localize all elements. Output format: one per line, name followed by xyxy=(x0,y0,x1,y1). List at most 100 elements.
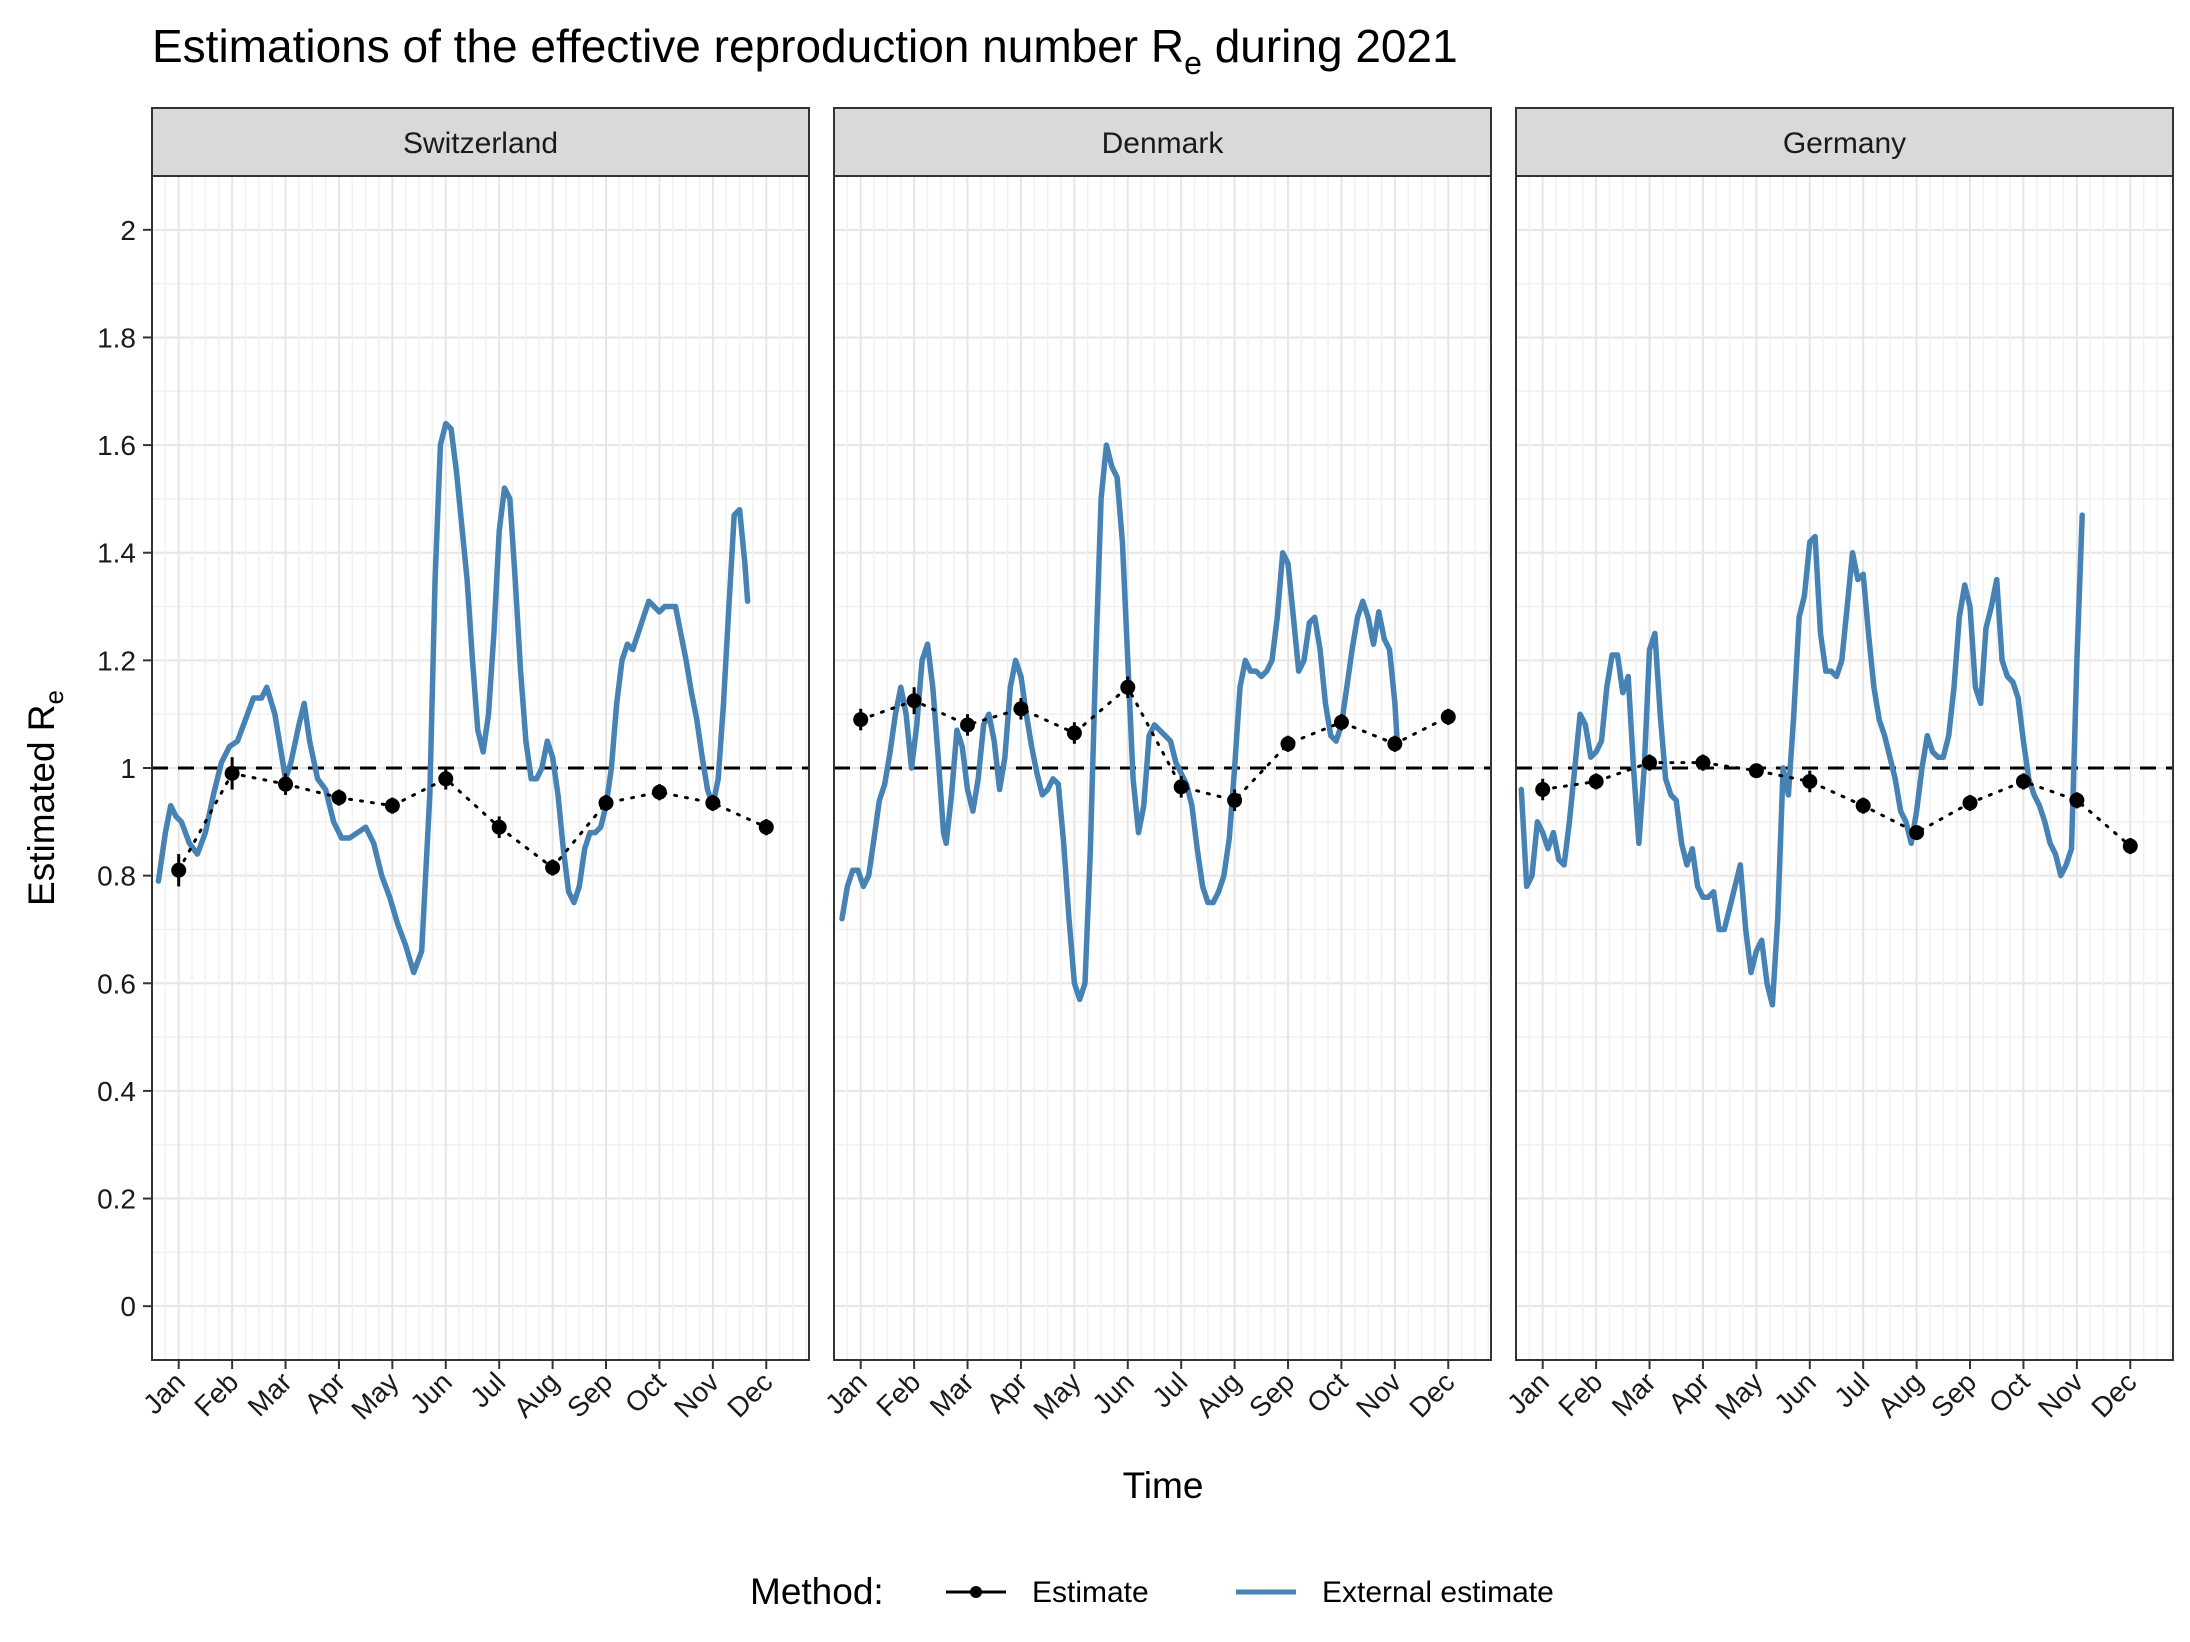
estimate-point xyxy=(1066,725,1082,741)
estimate-point xyxy=(1909,825,1925,841)
estimate-point xyxy=(224,765,240,781)
estimate-point xyxy=(545,860,561,876)
x-tick-label: May xyxy=(1027,1366,1086,1425)
series-estimate-line xyxy=(1541,761,2132,848)
estimate-point xyxy=(171,862,187,878)
x-tick-label: Nov xyxy=(2032,1366,2089,1423)
x-tick-label: Apr xyxy=(298,1366,351,1419)
x-tick-label: Mar xyxy=(924,1366,980,1422)
x-tick-label: Oct xyxy=(1301,1366,1354,1419)
x-tick-label: Apr xyxy=(1662,1366,1715,1419)
x-tick-label: Jul xyxy=(464,1366,511,1413)
x-tick-label: May xyxy=(1709,1366,1768,1425)
x-tick-label: Jun xyxy=(1086,1366,1140,1420)
estimate-point xyxy=(960,717,976,733)
legend: Method: Estimate External estimate xyxy=(750,1571,1554,1612)
estimate-point xyxy=(1387,736,1403,752)
x-tick-label: Jul xyxy=(1828,1366,1875,1413)
facet-strip-label: Denmark xyxy=(1102,127,1225,160)
estimate-point xyxy=(2122,838,2138,854)
estimate-point xyxy=(853,712,869,728)
x-tick-label: Nov xyxy=(668,1366,725,1423)
legend-label-external: External estimate xyxy=(1322,1576,1554,1609)
x-tick-label: Sep xyxy=(561,1366,618,1423)
estimate-point xyxy=(1120,679,1136,695)
y-tick-label: 1.4 xyxy=(97,538,136,569)
x-tick-label: Dec xyxy=(2085,1366,2142,1423)
x-tick-label: Oct xyxy=(1983,1366,2036,1419)
estimate-point xyxy=(1173,779,1189,795)
estimate-point xyxy=(906,693,922,709)
y-tick-label: 2 xyxy=(120,215,136,246)
y-tick-label: 1.6 xyxy=(97,430,136,461)
estimate-point xyxy=(1748,763,1764,779)
facet-strip xyxy=(833,107,1492,177)
y-axis-title: Estimated Re xyxy=(21,690,69,906)
x-tick-label: Jun xyxy=(1768,1366,1822,1420)
x-axis-title: Time xyxy=(1123,1465,1204,1506)
y-tick-label: 1.2 xyxy=(97,645,136,676)
x-tick-label: Feb xyxy=(870,1366,926,1422)
estimate-point xyxy=(1695,755,1711,771)
x-tick-label: Sep xyxy=(1243,1366,1300,1423)
estimate-point xyxy=(1227,792,1243,808)
estimate-point xyxy=(491,819,507,835)
x-tick-label: Jul xyxy=(1146,1366,1193,1413)
facet-strip-label: Switzerland xyxy=(403,127,558,160)
facet-strip xyxy=(1515,107,2174,177)
x-tick-label: Apr xyxy=(980,1366,1033,1419)
series-external-estimate-line xyxy=(839,442,1401,1003)
estimate-point xyxy=(1642,755,1658,771)
estimate-point xyxy=(1588,773,1604,789)
y-tick-label: 0 xyxy=(120,1291,136,1322)
estimate-point xyxy=(598,795,614,811)
x-tick-label: Aug xyxy=(1872,1366,1929,1423)
estimate-point xyxy=(1013,701,1029,717)
estimate-point xyxy=(758,819,774,835)
legend-title: Method: xyxy=(750,1571,884,1612)
facet-strip xyxy=(151,107,810,177)
estimate-point xyxy=(278,776,294,792)
x-tick-label: Feb xyxy=(188,1366,244,1422)
x-tick-label: Mar xyxy=(1606,1366,1662,1422)
estimate-point xyxy=(1962,795,1978,811)
y-tick-label: 0.6 xyxy=(97,968,136,999)
x-tick-label: Dec xyxy=(721,1366,778,1423)
x-tick-label: Jan xyxy=(819,1366,873,1420)
x-tick-label: Jan xyxy=(1501,1366,1555,1420)
estimate-point xyxy=(1440,709,1456,725)
x-tick-label: Dec xyxy=(1403,1366,1460,1423)
estimate-point xyxy=(1333,714,1349,730)
series-estimate-line xyxy=(177,771,768,872)
estimate-point xyxy=(438,771,454,787)
x-tick-label: Oct xyxy=(619,1366,672,1419)
estimate-point xyxy=(1855,798,1871,814)
estimate-point xyxy=(1280,736,1296,752)
y-tick-label: 1 xyxy=(120,753,136,784)
x-tick-label: May xyxy=(345,1366,404,1425)
series-external-estimate-line xyxy=(155,420,751,976)
estimate-point xyxy=(2069,792,2085,808)
estimate-point xyxy=(2015,773,2031,789)
x-tick-label: Feb xyxy=(1552,1366,1608,1422)
y-axis: 0 0.2 0.4 0.6 0.8 1 1.2 1.4 1.6 1.8 2 xyxy=(97,215,152,1322)
estimate-point xyxy=(705,795,721,811)
x-tick-label: Aug xyxy=(1190,1366,1247,1423)
estimate-point xyxy=(651,784,667,800)
x-tick-label: Jun xyxy=(404,1366,458,1420)
x-tick-label: Sep xyxy=(1925,1366,1982,1423)
estimate-point xyxy=(384,798,400,814)
y-tick-label: 0.2 xyxy=(97,1184,136,1215)
legend-key-estimate-point xyxy=(970,1586,982,1598)
facet-strip-label: Germany xyxy=(1783,127,1906,160)
y-tick-label: 0.4 xyxy=(97,1076,136,1107)
estimate-point xyxy=(1535,782,1551,798)
series-external-estimate-line xyxy=(1518,512,2085,1008)
y-tick-label: 1.8 xyxy=(97,322,136,353)
x-tick-label: Jan xyxy=(137,1366,191,1420)
